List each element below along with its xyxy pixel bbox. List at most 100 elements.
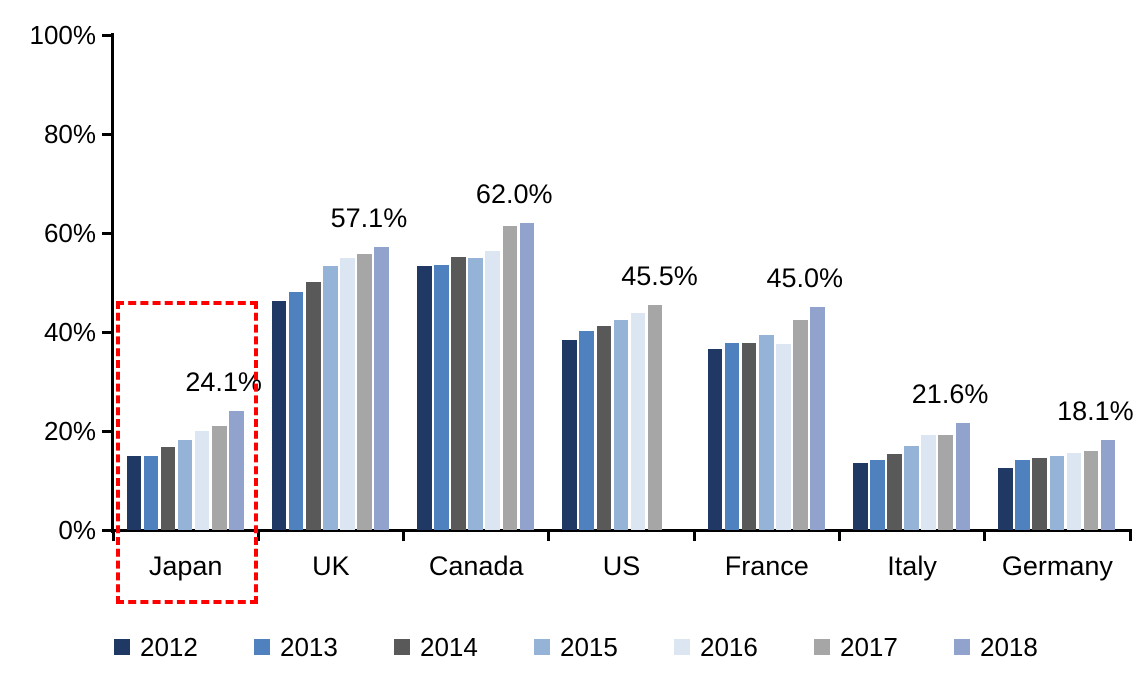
bar-canada-2012 (417, 266, 432, 530)
legend-item-2017: 2017 (814, 633, 898, 661)
bar-canada-2014 (451, 257, 466, 530)
data-label-us: 45.5% (621, 260, 698, 291)
y-tick-mark (102, 429, 113, 433)
bar-uk-2015 (323, 265, 338, 530)
y-tick-mark (102, 528, 113, 532)
y-tick-label: 80% (43, 119, 96, 149)
x-tick-mark (837, 531, 841, 541)
x-tick-mark (692, 531, 696, 541)
x-tick-mark (547, 531, 551, 541)
y-tick-mark (102, 231, 113, 235)
bar-japan-2016 (194, 431, 210, 530)
legend-item-2018: 2018 (954, 633, 1038, 661)
bar-japan-2018 (229, 410, 244, 530)
bar-france-2016 (776, 343, 791, 530)
data-label-italy: 21.6% (911, 379, 989, 410)
data-label-canada: 62.0% (475, 179, 553, 210)
category-label-canada: Canada (428, 551, 524, 581)
x-tick-mark (256, 531, 260, 541)
bar-italy-2017 (938, 434, 954, 530)
legend-label-2016: 2016 (700, 632, 758, 662)
legend-label-2012: 2012 (140, 632, 198, 662)
legend-label-2018: 2018 (980, 632, 1038, 662)
bar-italy-2012 (852, 463, 868, 530)
highlight-box-japan (116, 301, 259, 604)
legend-swatch-2015 (534, 639, 550, 655)
x-tick-mark (111, 531, 115, 541)
bar-france-2018 (810, 307, 825, 530)
category-label-japan: Japan (148, 551, 223, 581)
y-tick-mark (102, 330, 113, 334)
y-tick-mark (102, 33, 113, 37)
bar-us-2015 (613, 320, 629, 530)
category-label-france: France (724, 551, 809, 581)
bar-japan-2017 (212, 425, 227, 530)
legend-swatch-2016 (674, 639, 690, 655)
legend-item-2012: 2012 (114, 633, 198, 661)
legend-label-2017: 2017 (840, 632, 898, 662)
bar-germany-2015 (1049, 455, 1065, 530)
y-tick-label: 0% (58, 515, 96, 545)
bar-germany-2012 (998, 467, 1013, 530)
legend-swatch-2012 (114, 639, 130, 655)
data-label-japan: 24.1% (185, 366, 262, 397)
y-tick-label: 20% (43, 416, 96, 446)
bar-italy-2015 (904, 445, 919, 530)
y-tick-label: 40% (43, 317, 96, 347)
bar-uk-2013 (288, 292, 304, 530)
bar-italy-2013 (870, 459, 885, 530)
bar-us-2016 (630, 313, 646, 530)
category-label-germany: Germany (1001, 551, 1113, 581)
bar-japan-2015 (177, 439, 193, 530)
bar-japan-2014 (160, 446, 176, 530)
bar-us-2017 (647, 304, 663, 530)
bar-uk-2014 (305, 282, 321, 530)
y-tick-mark (102, 132, 113, 136)
legend-item-2013: 2013 (254, 633, 338, 661)
y-tick-label: 60% (43, 218, 96, 248)
bar-france-2015 (758, 334, 774, 530)
bar-germany-2013 (1015, 460, 1030, 530)
bar-uk-2017 (357, 253, 372, 530)
data-label-france: 45.0% (766, 263, 844, 294)
bar-us-2014 (596, 326, 612, 530)
legend-item-2016: 2016 (674, 633, 758, 661)
bar-canada-2016 (485, 250, 501, 530)
x-axis-line (111, 528, 1132, 532)
data-label-uk: 57.1% (330, 203, 408, 234)
bar-germany-2018 (1100, 440, 1116, 530)
bar-uk-2018 (374, 247, 389, 530)
legend-swatch-2014 (394, 639, 410, 655)
bar-canada-2017 (502, 225, 518, 530)
bar-us-2012 (562, 339, 577, 530)
legend-label-2013: 2013 (280, 632, 338, 662)
bar-germany-2014 (1032, 458, 1047, 530)
bar-japan-2012 (126, 456, 142, 530)
category-label-uk: UK (312, 551, 350, 581)
bar-uk-2016 (340, 258, 355, 530)
bar-france-2014 (741, 342, 757, 530)
bar-canada-2018 (519, 223, 535, 530)
legend-item-2014: 2014 (394, 633, 478, 661)
bar-france-2013 (724, 342, 740, 530)
bar-germany-2016 (1066, 453, 1082, 530)
category-label-italy: Italy (887, 551, 937, 581)
bar-japan-2013 (143, 455, 159, 530)
legend-swatch-2013 (254, 639, 270, 655)
legend-label-2014: 2014 (420, 632, 478, 662)
x-tick-mark (983, 531, 987, 541)
legend-item-2015: 2015 (534, 633, 618, 661)
bar-italy-2018 (955, 423, 971, 530)
bar-uk-2012 (271, 300, 287, 530)
bar-us-2013 (579, 330, 595, 530)
legend-label-2015: 2015 (560, 632, 618, 662)
legend-swatch-2017 (814, 639, 830, 655)
bar-germany-2017 (1083, 450, 1099, 530)
bar-italy-2014 (887, 454, 902, 530)
x-tick-mark (1128, 531, 1132, 541)
data-label-germany: 18.1% (1057, 396, 1134, 427)
legend-swatch-2018 (954, 639, 970, 655)
bar-france-2017 (793, 319, 808, 530)
bar-france-2012 (707, 348, 723, 530)
bar-italy-2016 (921, 435, 936, 530)
